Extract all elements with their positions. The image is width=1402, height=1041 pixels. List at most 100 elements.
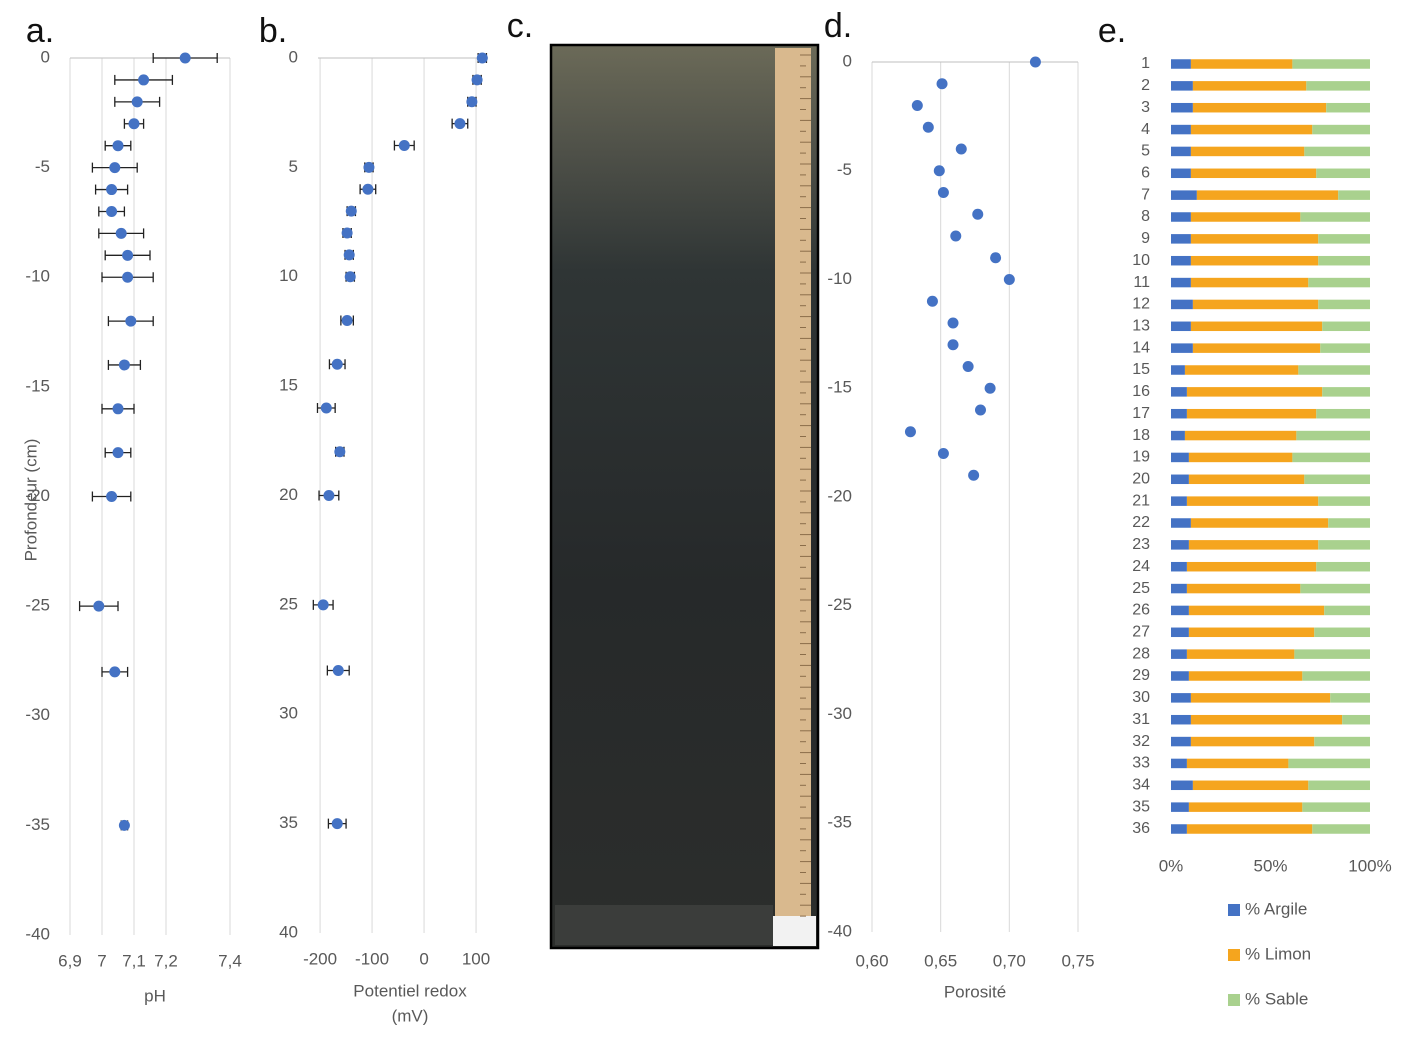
bar-segment — [1190, 255, 1319, 266]
bar-segment — [1192, 81, 1307, 91]
y-tick-label: 1 — [1141, 55, 1150, 72]
bar-segment — [1190, 234, 1319, 244]
y-tick-label: -30 — [827, 704, 852, 723]
bar-segment — [1171, 583, 1187, 594]
y-tick-label: -10 — [827, 269, 852, 288]
y-tick-label: -5 — [35, 157, 50, 176]
bar-segment — [1188, 627, 1315, 638]
y-tick-label: 21 — [1132, 492, 1150, 509]
data-point — [926, 295, 938, 307]
y-tick-label: 27 — [1132, 624, 1150, 641]
y-tick-label: 0 — [41, 47, 50, 66]
core-sediment — [549, 43, 820, 950]
bar-segment — [1288, 758, 1370, 769]
bar-segment — [1338, 190, 1370, 200]
y-tick-label: -35 — [827, 813, 852, 832]
data-point — [937, 448, 949, 459]
x-tick-label: 0,60 — [855, 951, 888, 970]
bar-segment — [1318, 255, 1370, 266]
data-point — [990, 252, 1002, 264]
bar-segment — [1171, 59, 1191, 69]
data-point — [106, 491, 118, 502]
bar-segment — [1190, 518, 1329, 528]
y-tick-label: 18 — [1132, 427, 1150, 444]
bar-segment — [1190, 736, 1315, 747]
bar-segment — [1294, 649, 1370, 659]
bar-segment — [1190, 59, 1293, 69]
y-tick-label: 32 — [1132, 733, 1150, 750]
bar-segment — [1171, 234, 1191, 244]
ruler — [775, 48, 811, 916]
data-point — [109, 666, 121, 678]
bar-segment — [1186, 496, 1319, 506]
data-point — [323, 490, 335, 501]
panel-label: c. — [507, 7, 533, 45]
bar-segment — [1190, 212, 1301, 222]
y-tick-label: 30 — [279, 704, 298, 723]
legend-swatch — [1228, 904, 1240, 916]
bar-segment — [1171, 299, 1193, 310]
y-tick-label: 12 — [1132, 296, 1150, 313]
data-point — [331, 358, 343, 370]
core-photo — [549, 43, 820, 950]
bar-segment — [1300, 212, 1370, 222]
bar-segment — [1171, 102, 1193, 113]
bar-segment — [1192, 343, 1321, 353]
bar-segment — [1312, 824, 1370, 834]
y-tick-label: 5 — [1141, 143, 1150, 160]
y-tick-label: 2 — [1141, 77, 1150, 94]
y-tick-label: 22 — [1132, 514, 1150, 531]
bar-segment — [1171, 124, 1191, 135]
data-point — [125, 315, 137, 327]
data-point — [106, 205, 118, 217]
bar-segment — [1342, 714, 1370, 725]
bar-segment — [1314, 736, 1370, 747]
bar-segment — [1322, 387, 1370, 397]
data-point — [911, 100, 923, 111]
y-tick-label: 0 — [289, 47, 298, 66]
bar-segment — [1171, 255, 1191, 266]
x-tick-label: 100% — [1348, 856, 1391, 875]
bar-segment — [1186, 758, 1289, 769]
bar-segment — [1316, 408, 1370, 419]
data-point — [122, 271, 134, 283]
bar-segment — [1192, 102, 1327, 113]
y-tick-label: -25 — [25, 596, 50, 615]
data-point — [1003, 274, 1015, 285]
y-tick-label: -20 — [25, 486, 50, 505]
data-point — [947, 339, 959, 351]
bar-segment — [1190, 714, 1343, 725]
y-tick-label: 36 — [1132, 820, 1150, 837]
x-tick-label: -100 — [355, 949, 389, 968]
data-point — [1029, 56, 1041, 68]
bar-segment — [1300, 583, 1370, 594]
bar-segment — [1186, 649, 1295, 659]
y-axis-label: Profondeur (cm) — [21, 439, 40, 562]
data-point — [476, 52, 488, 64]
bar-segment — [1171, 452, 1189, 463]
bar-segment — [1188, 474, 1305, 485]
y-tick-label: 8 — [1141, 208, 1150, 225]
bar-segment — [1306, 81, 1370, 91]
bar-segment — [1328, 518, 1370, 528]
y-tick-label: 30 — [1132, 689, 1150, 706]
x-tick-label: 100 — [462, 949, 490, 968]
bar-segment — [1171, 758, 1187, 769]
y-tick-label: 26 — [1132, 602, 1150, 619]
data-point — [341, 227, 353, 239]
y-tick-label: 13 — [1132, 318, 1150, 335]
data-point — [118, 359, 130, 371]
y-tick-label: -15 — [25, 376, 50, 395]
y-tick-label: 24 — [1132, 558, 1150, 575]
bar-segment — [1171, 474, 1189, 485]
bar-segment — [1184, 365, 1299, 375]
y-tick-label: 14 — [1132, 339, 1150, 356]
x-axis-label: (mV) — [392, 1006, 429, 1025]
data-point — [974, 404, 986, 416]
y-tick-label: -5 — [837, 160, 852, 179]
bar-segment — [1171, 430, 1185, 441]
data-point — [937, 187, 949, 198]
data-point — [955, 143, 967, 155]
bar-segment — [1292, 452, 1370, 463]
